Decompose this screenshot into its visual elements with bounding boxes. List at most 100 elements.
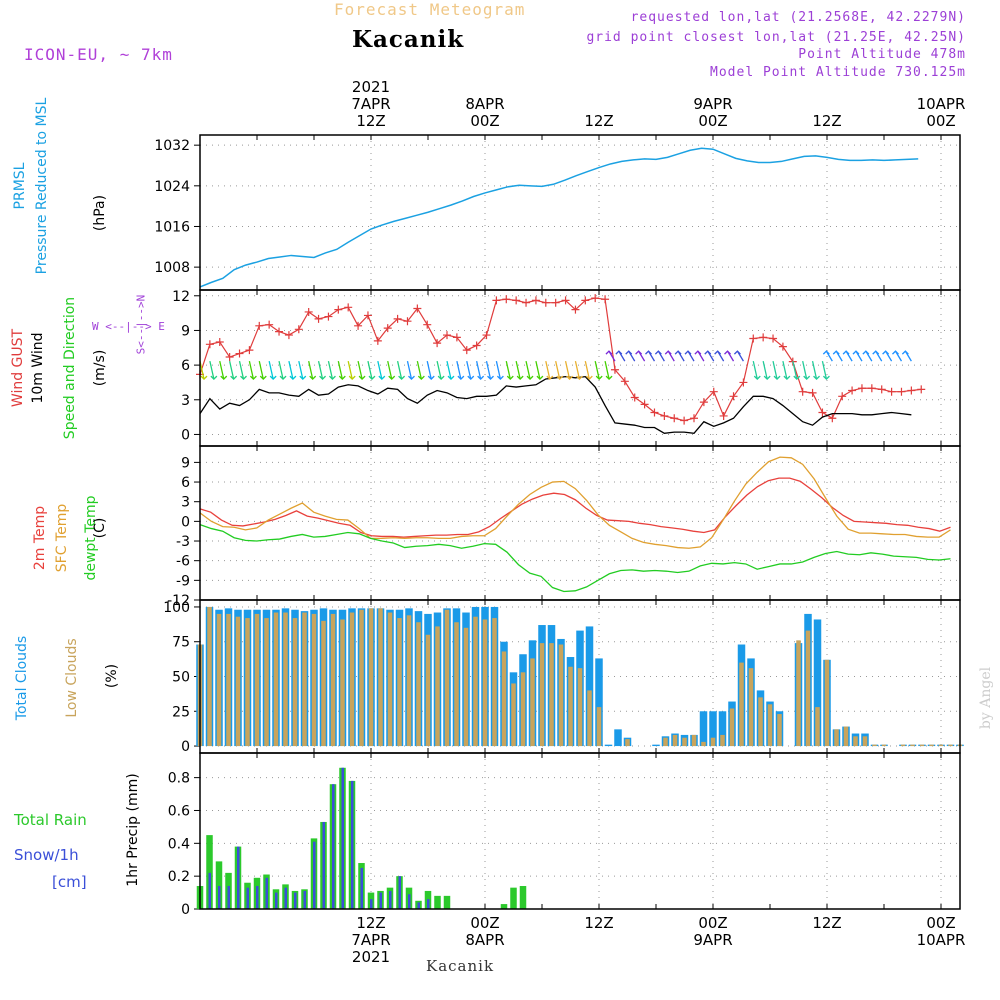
wind-arrow-head <box>793 375 801 381</box>
wind-arrow-head <box>526 375 534 381</box>
cloud-bar-low <box>862 736 868 747</box>
top-axis-label: 8APR <box>465 95 504 113</box>
wind-arrow-head <box>457 375 465 381</box>
panel-frame <box>199 289 961 447</box>
wind-arrow-head <box>901 350 909 355</box>
precip-bar-snow <box>417 902 420 909</box>
wind-arrow <box>555 360 561 380</box>
wind-arrow-head <box>575 375 583 381</box>
cloud-bar-low <box>368 608 374 747</box>
wind-arrow <box>505 360 511 380</box>
ytick-label: 0.6 <box>168 803 190 819</box>
ytick-label: 9 <box>181 455 190 471</box>
rain-label: Total Rain <box>14 811 87 829</box>
wind-arrow-head <box>872 350 880 355</box>
cloud-bar-low <box>539 643 545 747</box>
meteogram-type-label: Forecast Meteogram <box>334 0 526 19</box>
cloud-bar-low <box>349 612 355 747</box>
gust-point <box>699 398 708 407</box>
gust-point <box>334 305 343 314</box>
ytick-label: 50 <box>172 670 190 686</box>
gust-point <box>403 317 412 326</box>
gust-point <box>443 331 451 340</box>
wind-arrow <box>387 360 393 380</box>
cloud-bar-low <box>938 744 944 747</box>
cloud-bar-low <box>378 608 383 747</box>
precip-bar-snow <box>218 886 221 909</box>
wind-arrow <box>426 360 432 380</box>
cloud-bar-low <box>245 618 250 747</box>
ytick-label: 9 <box>181 323 190 339</box>
gust-point <box>719 411 728 420</box>
point-altitude: Point Altitude 478m <box>798 47 966 62</box>
wind-arrow-head <box>536 375 544 381</box>
cloud-bar-low <box>805 630 811 747</box>
gust-point <box>363 311 372 320</box>
precip-bar-snow <box>275 892 278 909</box>
wind-arrow-head <box>556 375 564 381</box>
cloud-bar-low <box>283 612 288 747</box>
gust-point <box>275 327 284 336</box>
wind-arrow-head <box>595 375 603 381</box>
wind-arrow-head <box>724 350 731 355</box>
wind-arrow-head <box>299 375 307 381</box>
gust-point <box>818 408 827 417</box>
wind-arrow-head <box>822 350 830 355</box>
gust-point <box>867 384 876 393</box>
cloud-bar-low <box>568 666 573 747</box>
wind-arrow-head <box>615 350 623 355</box>
bottom-axis-label: 7APR <box>351 931 390 949</box>
cloud-bar-low <box>929 744 934 747</box>
wind-arrow-head <box>625 350 633 355</box>
cloud-bar-low <box>824 659 830 747</box>
ytick-label: -12 <box>167 593 190 609</box>
cloud-bar-low <box>720 734 725 747</box>
wind-arrow-head <box>467 375 475 381</box>
precip-bar-rain <box>206 835 213 909</box>
requested-coords: requested lon,lat (21.2568E, 42.2279N) <box>630 10 966 25</box>
top-axis-label: 00Z <box>926 112 955 130</box>
cloud-bar-low <box>340 619 345 747</box>
ytick-label: 0 <box>181 739 190 755</box>
ytick-label: 0 <box>181 427 190 443</box>
wind-arrow <box>525 360 531 380</box>
precip-bar-snow <box>360 867 363 909</box>
model-label: ICON-EU, ~ 7km <box>24 45 173 64</box>
wind-arrow-head <box>773 375 781 381</box>
precip-bar-snow <box>256 886 259 909</box>
wind-arrow <box>574 360 581 380</box>
cloud-bar-low <box>691 734 697 747</box>
precip-bar-snow <box>237 846 240 909</box>
gust-point <box>848 386 857 395</box>
wind-arrow-head <box>862 350 870 355</box>
gust-point <box>828 414 837 423</box>
bottom-axis-label: 2021 <box>352 948 390 966</box>
cloud-bar-low <box>919 744 925 747</box>
gust-point <box>660 411 669 420</box>
gust-point <box>561 296 570 305</box>
gust-point <box>304 307 313 316</box>
wind-arrow-head <box>546 375 554 381</box>
gust-point <box>413 304 422 313</box>
wind-arrow <box>308 360 314 380</box>
wind-arrow <box>811 360 818 380</box>
ytick-label: 0.2 <box>168 869 190 885</box>
gust-point <box>373 336 382 345</box>
wind-arrow <box>782 360 788 380</box>
wind-arrow-head <box>506 375 514 381</box>
wind-arrow-head <box>358 375 366 381</box>
cloud-bar-low <box>710 737 716 747</box>
wind-arrow <box>337 360 343 380</box>
gust-point <box>472 341 481 350</box>
wind-arrow-head <box>309 375 317 381</box>
precip-bar-rain <box>434 895 441 909</box>
wind-arrow-head <box>674 350 682 355</box>
wind-arrow-head <box>259 375 267 381</box>
wind-arrow <box>327 360 334 380</box>
wind-arrow <box>466 360 472 380</box>
wind-arrow-head <box>822 375 830 381</box>
gust-point <box>205 340 214 349</box>
cloud-bar-low <box>758 697 763 747</box>
wind-arrow-head <box>200 375 208 381</box>
gust-point <box>324 312 333 321</box>
